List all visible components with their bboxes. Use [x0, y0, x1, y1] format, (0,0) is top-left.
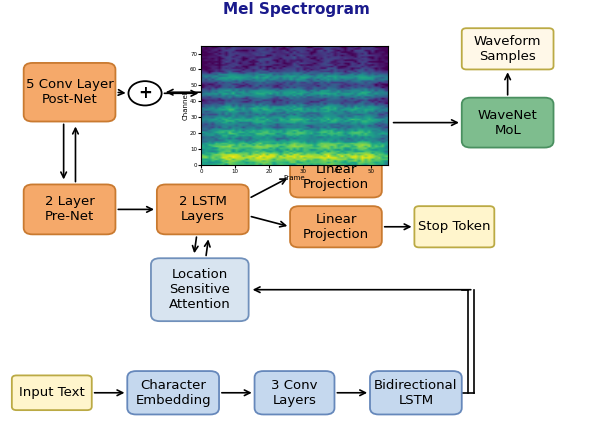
Text: Input Text: Input Text — [19, 386, 85, 399]
Text: Mel Spectrogram: Mel Spectrogram — [223, 2, 369, 17]
Text: Stop Token: Stop Token — [418, 220, 491, 233]
Text: 3 Conv
Layers: 3 Conv Layers — [271, 379, 318, 407]
FancyBboxPatch shape — [462, 98, 554, 148]
Text: 2 Layer
Pre-Net: 2 Layer Pre-Net — [44, 195, 95, 224]
X-axis label: Frame: Frame — [284, 175, 305, 181]
FancyBboxPatch shape — [462, 28, 554, 69]
FancyBboxPatch shape — [290, 156, 382, 197]
Circle shape — [128, 81, 162, 105]
Text: Waveform
Samples: Waveform Samples — [474, 35, 542, 63]
FancyBboxPatch shape — [24, 184, 115, 234]
Text: Bidirectional
LSTM: Bidirectional LSTM — [374, 379, 458, 407]
Text: 2 LSTM
Layers: 2 LSTM Layers — [179, 195, 227, 224]
Text: Character
Embedding: Character Embedding — [136, 379, 211, 407]
Text: Location
Sensitive
Attention: Location Sensitive Attention — [169, 268, 231, 311]
FancyBboxPatch shape — [151, 258, 249, 321]
FancyBboxPatch shape — [255, 371, 334, 414]
Y-axis label: Channel: Channel — [183, 91, 189, 120]
Text: +: + — [138, 84, 152, 102]
Text: WaveNet
MoL: WaveNet MoL — [478, 108, 538, 137]
Text: Linear
Projection: Linear Projection — [303, 163, 369, 191]
FancyBboxPatch shape — [12, 375, 92, 410]
FancyBboxPatch shape — [370, 371, 462, 414]
FancyBboxPatch shape — [414, 206, 494, 247]
FancyBboxPatch shape — [127, 371, 219, 414]
FancyBboxPatch shape — [157, 184, 249, 234]
FancyBboxPatch shape — [290, 206, 382, 247]
Text: 5 Conv Layer
Post-Net: 5 Conv Layer Post-Net — [25, 78, 114, 106]
Text: Linear
Projection: Linear Projection — [303, 213, 369, 241]
FancyBboxPatch shape — [24, 63, 115, 122]
